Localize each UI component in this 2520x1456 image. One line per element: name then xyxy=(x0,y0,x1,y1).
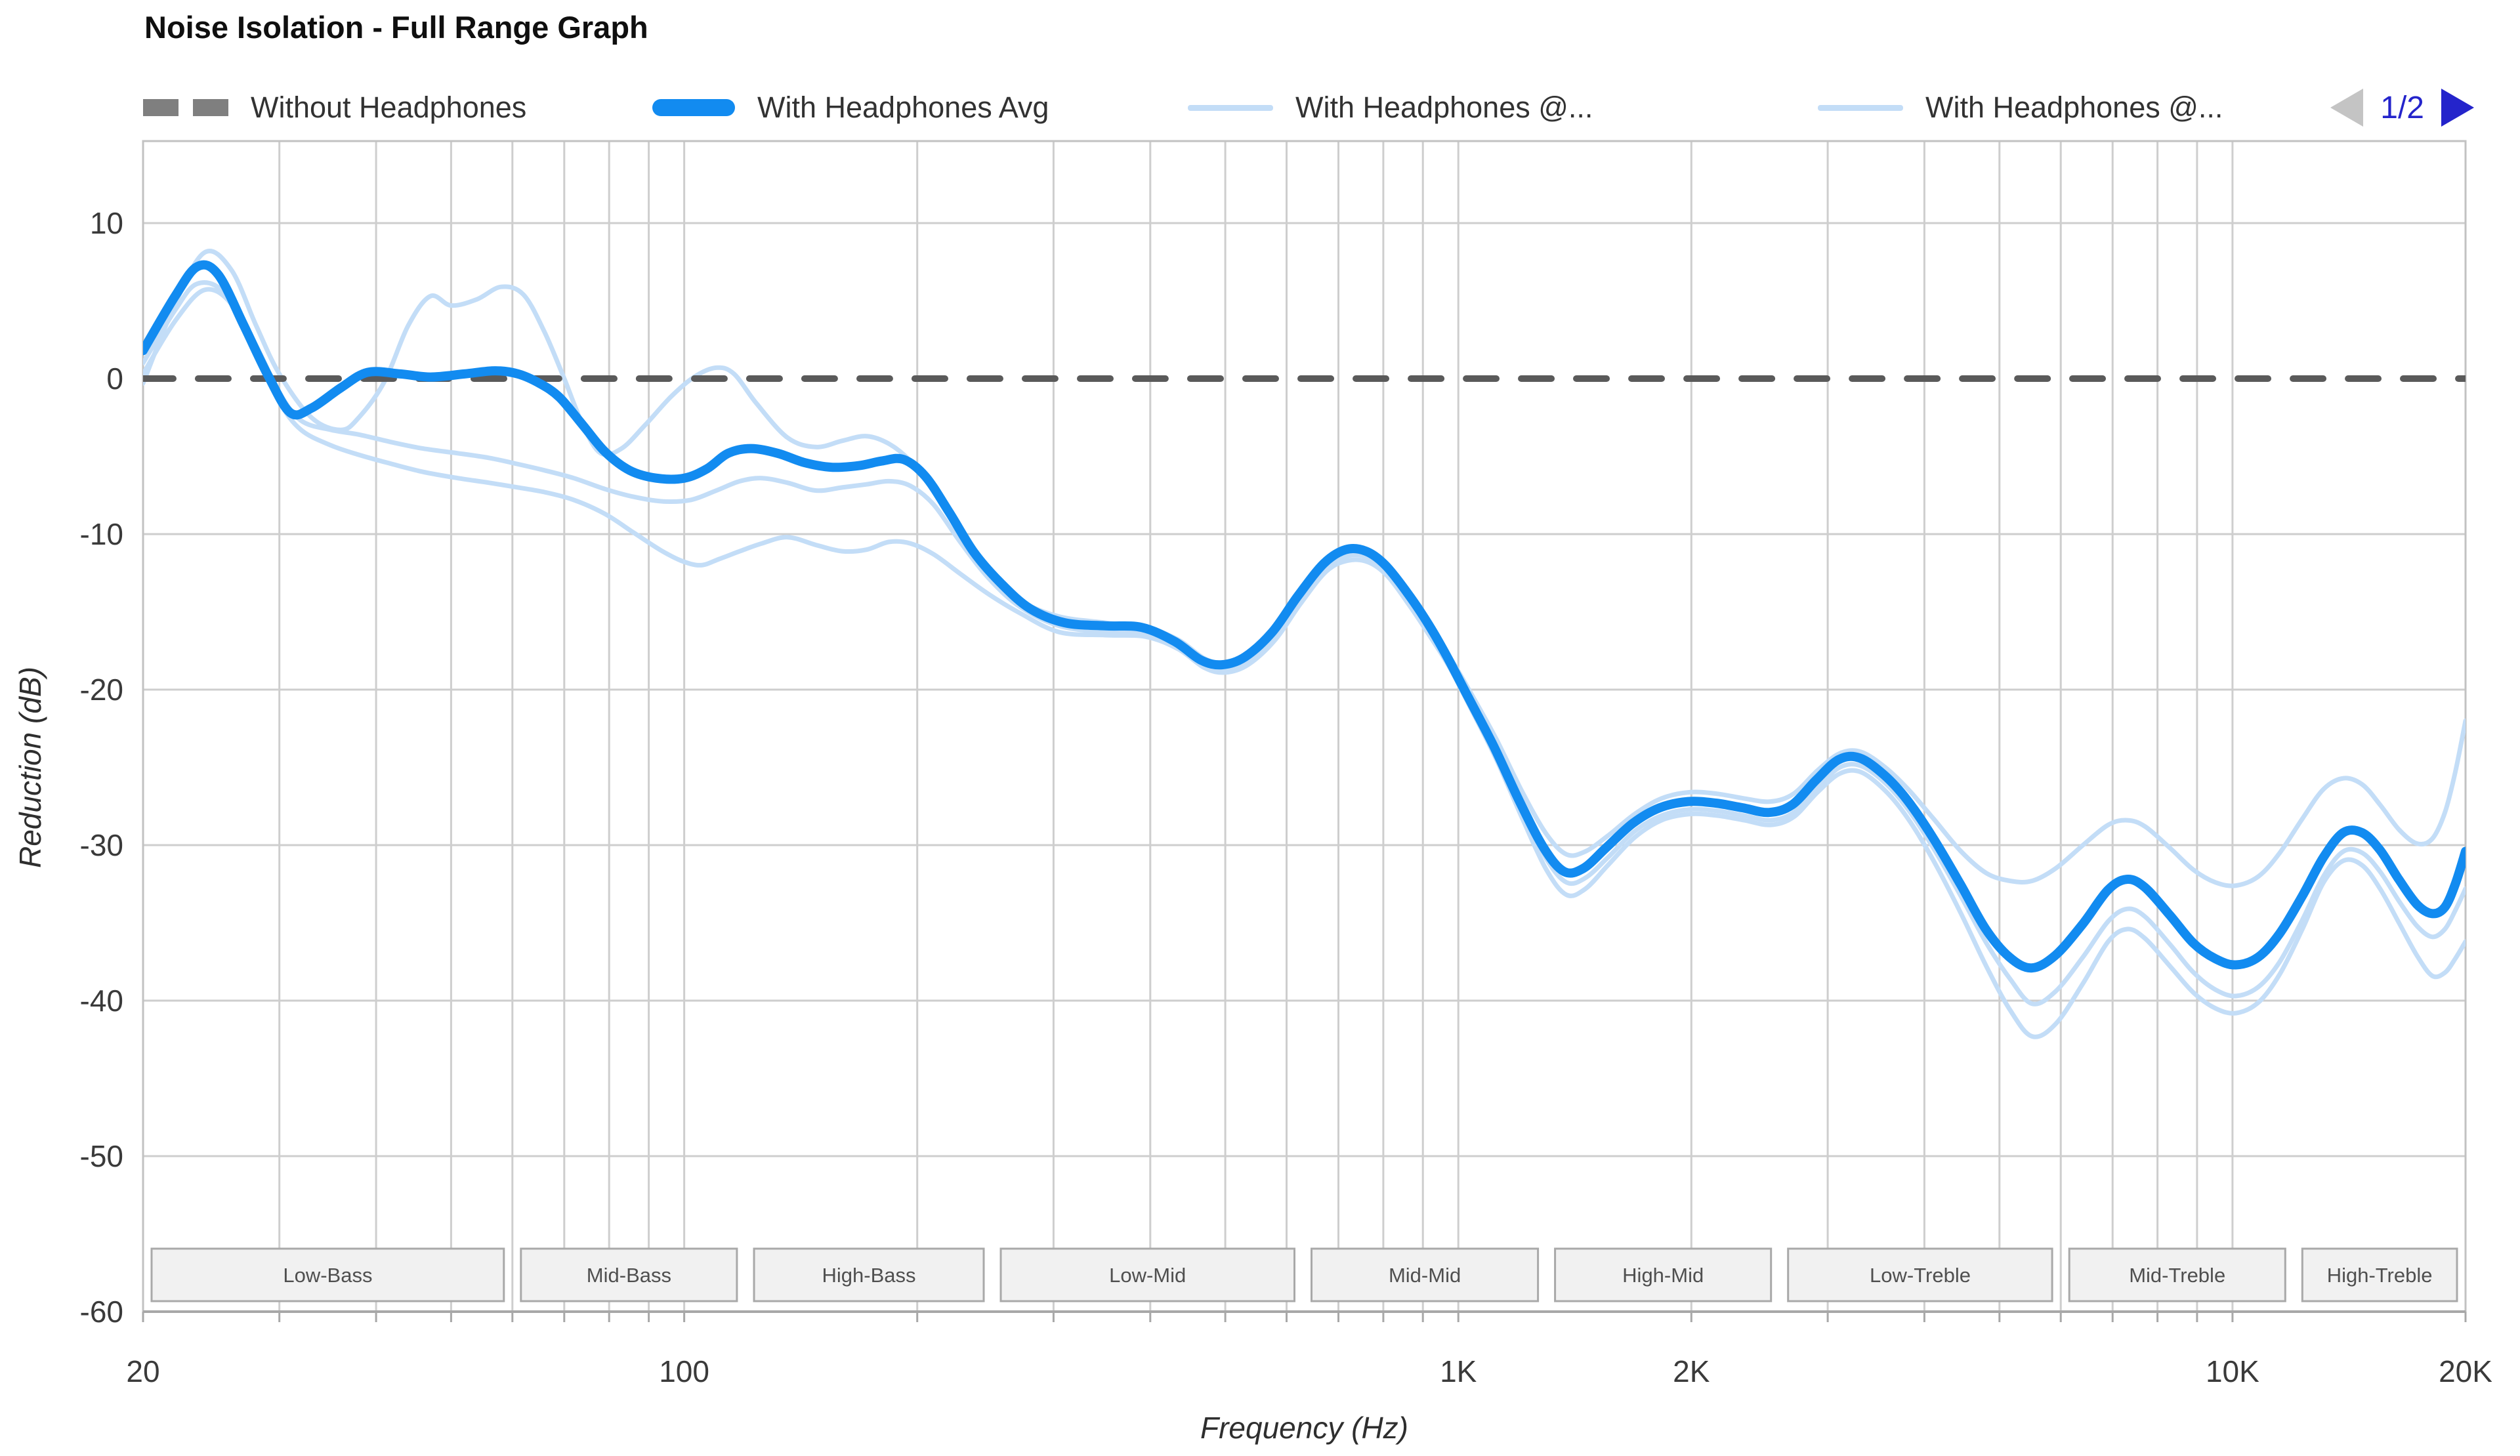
thick-line-swatch-icon xyxy=(652,99,735,116)
page-indicator: 1/2 xyxy=(2380,90,2424,125)
legend-item-with-headphones-2[interactable]: With Headphones @... xyxy=(1818,87,2223,129)
dashed-line-swatch-icon xyxy=(143,99,228,116)
band-box-mid-mid xyxy=(1311,1247,1540,1302)
y-axis-title: Reduction (dB) xyxy=(13,667,47,868)
y-tick-label: -40 xyxy=(80,984,123,1018)
band-box-low-mid xyxy=(999,1247,1295,1302)
legend-item-label: With Headphones @... xyxy=(1925,91,2223,124)
y-tick-label: -50 xyxy=(80,1139,123,1173)
plot-border xyxy=(142,140,2467,1313)
x-tick-label: 10K xyxy=(2206,1354,2259,1388)
band-box-mid-bass xyxy=(520,1247,738,1302)
thin-line-swatch-icon xyxy=(1188,104,1273,111)
legend-item-with-headphones-1[interactable]: With Headphones @... xyxy=(1188,87,1593,129)
x-tick-label: 2K xyxy=(1673,1354,1710,1388)
band-box-mid-treble xyxy=(2068,1247,2286,1302)
y-tick-label: -10 xyxy=(80,517,123,551)
band-box-low-bass xyxy=(150,1247,505,1302)
y-tick-label: -20 xyxy=(80,673,123,707)
band-box-high-bass xyxy=(753,1247,985,1302)
legend-pagination: 1/2 xyxy=(2330,87,2474,129)
band-label-high-bass: High-Bass xyxy=(822,1264,916,1287)
curve-with-headphones-avg xyxy=(143,260,2466,973)
legend-item-without-headphones[interactable]: Without Headphones xyxy=(143,87,526,129)
legend-item-with-headphones-avg[interactable]: With Headphones Avg xyxy=(652,87,1049,129)
y-tick-label: -60 xyxy=(80,1295,123,1329)
y-tick-label: 10 xyxy=(90,206,123,240)
band-label-low-bass: Low-Bass xyxy=(283,1264,372,1287)
x-tick-label: 20K xyxy=(2439,1354,2492,1388)
band-label-mid-treble: Mid-Treble xyxy=(2129,1264,2225,1287)
prev-page-icon[interactable] xyxy=(2330,89,2364,127)
legend-item-label: Without Headphones xyxy=(251,91,527,124)
band-label-mid-mid: Mid-Mid xyxy=(1389,1264,1461,1287)
band-label-high-mid: High-Mid xyxy=(1622,1264,1704,1287)
page-title: Noise Isolation - Full Range Graph xyxy=(144,10,648,45)
x-tick-label: 20 xyxy=(126,1354,159,1388)
x-tick-label: 1K xyxy=(1440,1354,1477,1388)
x-axis-title: Frequency (Hz) xyxy=(1200,1411,1408,1445)
legend-item-label: With Headphones @... xyxy=(1295,91,1593,124)
band-label-mid-bass: Mid-Bass xyxy=(587,1264,671,1287)
band-box-high-treble xyxy=(2301,1247,2458,1302)
band-label-low-treble: Low-Treble xyxy=(1870,1264,1971,1287)
band-label-low-mid: Low-Mid xyxy=(1109,1264,1186,1287)
legend: Without Headphones With Headphones Avg W… xyxy=(0,87,2520,129)
curve-with-headphones-position-1 xyxy=(143,249,2466,888)
thin-line-swatch-icon xyxy=(1818,104,1903,111)
legend-item-label: With Headphones Avg xyxy=(757,91,1049,124)
band-box-high-mid xyxy=(1554,1247,1773,1302)
band-label-high-treble: High-Treble xyxy=(2327,1264,2433,1287)
curve-with-headphones-position-3 xyxy=(143,287,2466,1039)
y-tick-label: 0 xyxy=(106,362,123,396)
band-box-low-treble xyxy=(1787,1247,2053,1302)
x-tick-label: 100 xyxy=(659,1354,709,1388)
curve-with-headphones-position-2 xyxy=(143,280,2466,1007)
y-tick-label: -30 xyxy=(80,828,123,862)
next-page-icon[interactable] xyxy=(2441,89,2474,127)
